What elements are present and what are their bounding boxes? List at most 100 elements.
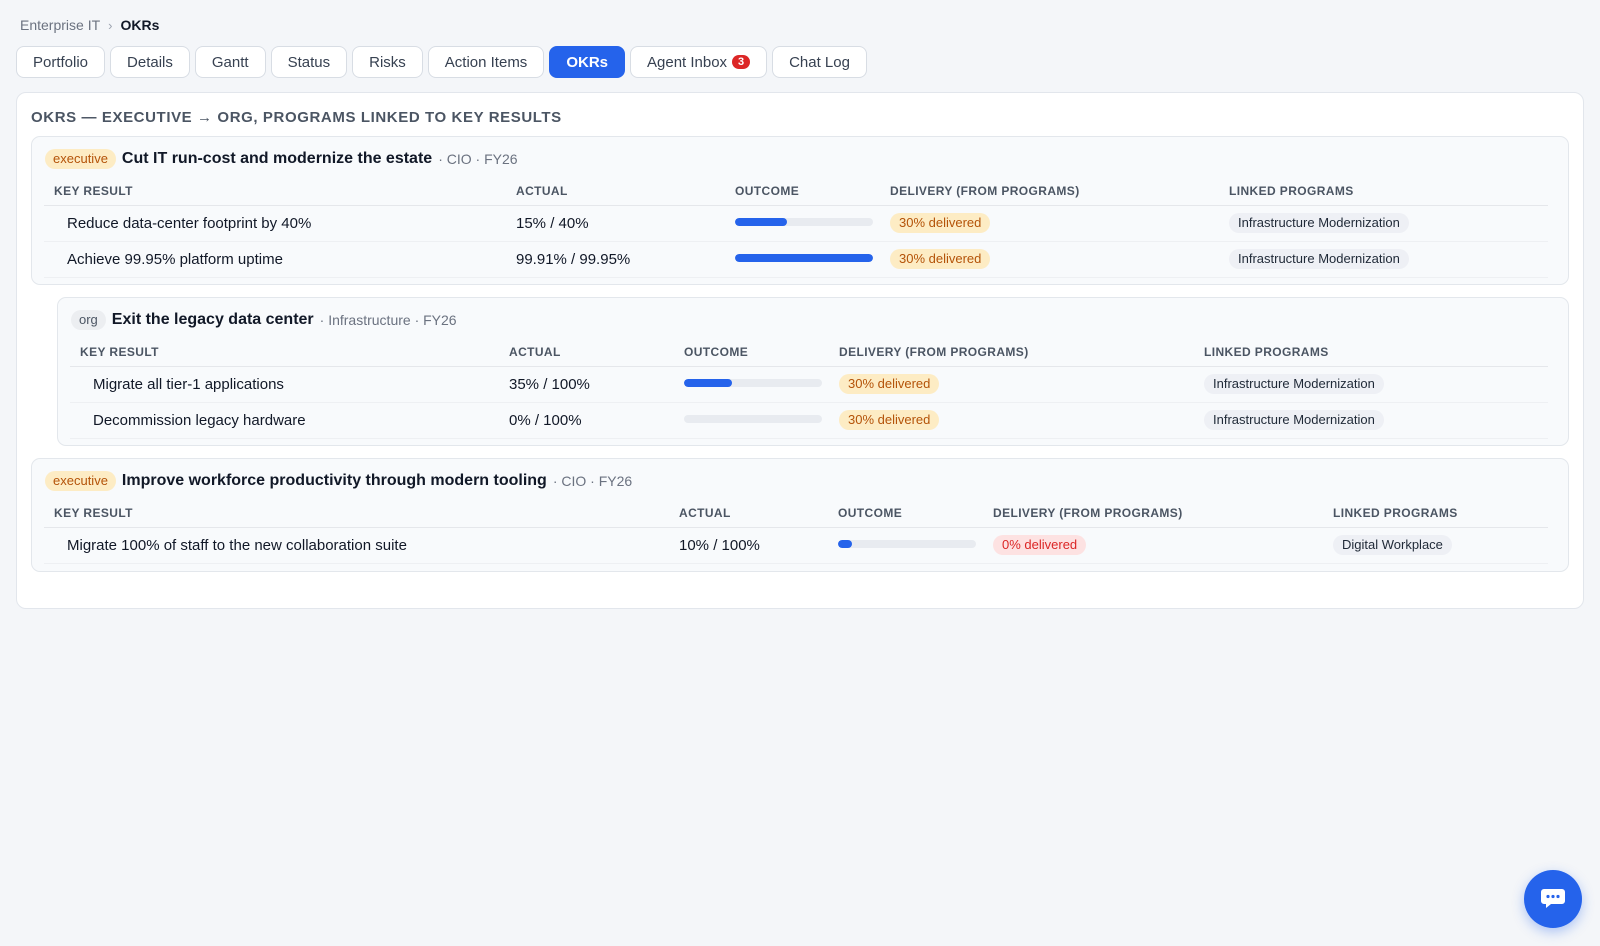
- outcome-progress-bar: [684, 379, 822, 387]
- col-linked-programs: Linked Programs: [1219, 177, 1548, 206]
- tab-action-items[interactable]: Action Items: [427, 46, 545, 78]
- col-delivery: Delivery (from programs): [880, 177, 1219, 206]
- objective-header: executive Improve workforce productivity…: [45, 471, 632, 491]
- okr-panel: OKRs — executive → org, programs linked …: [16, 92, 1584, 609]
- tab-agent-inbox[interactable]: Agent Inbox 3: [630, 46, 768, 78]
- delivery-pill: 30% delivered: [890, 213, 991, 233]
- program-chip[interactable]: Infrastructure Modernization: [1204, 374, 1384, 394]
- outcome-progress-fill: [735, 254, 873, 262]
- kr-name: Migrate 100% of staff to the new collabo…: [44, 527, 669, 564]
- unread-count-badge: 3: [732, 55, 751, 69]
- chat-button[interactable]: [1524, 870, 1582, 928]
- col-key-result: Key Result: [44, 499, 669, 528]
- kr-linked: Infrastructure Modernization: [1219, 241, 1548, 278]
- kr-delivery: 30% delivered: [880, 205, 1219, 242]
- kr-delivery: 30% delivered: [829, 366, 1194, 403]
- tab-details[interactable]: Details: [110, 46, 190, 78]
- col-outcome: Outcome: [725, 177, 880, 206]
- objective-title: Cut IT run-cost and modernize the estate: [121, 150, 433, 167]
- col-delivery: Delivery (from programs): [829, 338, 1194, 367]
- tab-label: Gantt: [211, 53, 249, 71]
- table-row[interactable]: Reduce data-center footprint by 40% 15% …: [44, 205, 1548, 242]
- tab-label: Agent Inbox: [647, 53, 728, 71]
- program-chip[interactable]: Infrastructure Modernization: [1229, 249, 1409, 269]
- kr-linked: Infrastructure Modernization: [1219, 205, 1548, 242]
- col-key-result: Key Result: [44, 177, 506, 206]
- key-results-table: Key Result Actual Outcome Delivery (from…: [44, 177, 1548, 278]
- objective-header: executive Cut IT run-cost and modernize …: [45, 149, 518, 169]
- kr-actual: 15% / 40%: [506, 205, 725, 242]
- key-results-table: Key Result Actual Outcome Delivery (from…: [44, 499, 1548, 564]
- col-actual: Actual: [506, 177, 725, 206]
- kr-outcome: [674, 402, 829, 439]
- panel-title: OKRs — executive → org, programs linked …: [31, 109, 562, 126]
- outcome-progress-bar: [838, 540, 976, 548]
- col-outcome: Outcome: [674, 338, 829, 367]
- tab-portfolio[interactable]: Portfolio: [16, 46, 106, 78]
- tab-chat-log[interactable]: Chat Log: [772, 46, 867, 78]
- col-actual: Actual: [669, 499, 828, 528]
- program-chip[interactable]: Infrastructure Modernization: [1229, 213, 1409, 233]
- kr-outcome: [828, 527, 983, 564]
- kr-outcome: [725, 205, 880, 242]
- objective-card: executive Cut IT run-cost and modernize …: [31, 136, 1569, 285]
- col-outcome: Outcome: [828, 499, 983, 528]
- objective-header: org Exit the legacy data center · Infras…: [71, 310, 457, 330]
- objective-card: executive Improve workforce productivity…: [31, 458, 1569, 572]
- delivery-pill: 30% delivered: [890, 249, 991, 269]
- tab-bar: Portfolio Details Gantt Status Risks Act…: [16, 46, 867, 78]
- kr-name: Reduce data-center footprint by 40%: [44, 205, 506, 242]
- tab-label: OKRs: [566, 53, 608, 71]
- kr-actual: 99.91% / 99.95%: [506, 241, 725, 278]
- level-badge: executive: [45, 149, 116, 169]
- tab-label: Status: [287, 53, 331, 71]
- table-row[interactable]: Migrate 100% of staff to the new collabo…: [44, 527, 1548, 564]
- level-badge: org: [71, 310, 106, 330]
- outcome-progress-bar: [735, 254, 873, 262]
- outcome-progress-bar: [735, 218, 873, 226]
- kr-name: Migrate all tier-1 applications: [70, 366, 499, 403]
- kr-actual: 35% / 100%: [499, 366, 674, 403]
- kr-linked: Digital Workplace: [1323, 527, 1548, 564]
- objective-card: org Exit the legacy data center · Infras…: [57, 297, 1569, 446]
- tab-status[interactable]: Status: [270, 46, 348, 78]
- col-actual: Actual: [499, 338, 674, 367]
- table-row[interactable]: Migrate all tier-1 applications 35% / 10…: [70, 366, 1548, 403]
- kr-name: Achieve 99.95% platform uptime: [44, 241, 506, 278]
- outcome-progress-bar: [684, 415, 822, 423]
- outcome-progress-fill: [838, 540, 852, 548]
- tab-risks[interactable]: Risks: [352, 46, 423, 78]
- tab-label: Portfolio: [33, 53, 89, 71]
- tab-label: Risks: [369, 53, 406, 71]
- level-badge: executive: [45, 471, 116, 491]
- table-row[interactable]: Decommission legacy hardware 0% / 100% 3…: [70, 402, 1548, 439]
- outcome-progress-fill: [684, 379, 733, 387]
- kr-actual: 0% / 100%: [499, 402, 674, 439]
- col-delivery: Delivery (from programs): [983, 499, 1323, 528]
- kr-outcome: [725, 241, 880, 278]
- kr-outcome: [674, 366, 829, 403]
- chat-bubble-icon: [1540, 886, 1566, 913]
- objective-meta: · CIO · FY26: [552, 473, 633, 489]
- breadcrumb-separator: ›: [108, 17, 113, 33]
- tab-gantt[interactable]: Gantt: [194, 46, 266, 78]
- tab-label: Details: [127, 53, 173, 71]
- objective-meta: · CIO · FY26: [438, 151, 518, 167]
- kr-linked: Infrastructure Modernization: [1194, 366, 1548, 403]
- delivery-pill: 30% delivered: [839, 410, 940, 430]
- program-chip[interactable]: Digital Workplace: [1333, 535, 1452, 555]
- delivery-pill: 0% delivered: [993, 535, 1087, 555]
- outcome-progress-fill: [735, 218, 787, 226]
- col-linked-programs: Linked Programs: [1323, 499, 1548, 528]
- table-row[interactable]: Achieve 99.95% platform uptime 99.91% / …: [44, 241, 1548, 278]
- program-chip[interactable]: Infrastructure Modernization: [1204, 410, 1384, 430]
- kr-delivery: 30% delivered: [880, 241, 1219, 278]
- tab-label: Action Items: [444, 53, 528, 71]
- tab-okrs[interactable]: OKRs: [549, 46, 625, 78]
- objective-title: Exit the legacy data center: [111, 311, 314, 328]
- breadcrumb: Enterprise IT › OKRs: [20, 17, 159, 33]
- breadcrumb-current: OKRs: [120, 17, 160, 33]
- tab-label: Chat Log: [789, 53, 850, 71]
- objective-title: Improve workforce productivity through m…: [121, 472, 547, 489]
- breadcrumb-enterprise-it[interactable]: Enterprise IT: [20, 17, 101, 33]
